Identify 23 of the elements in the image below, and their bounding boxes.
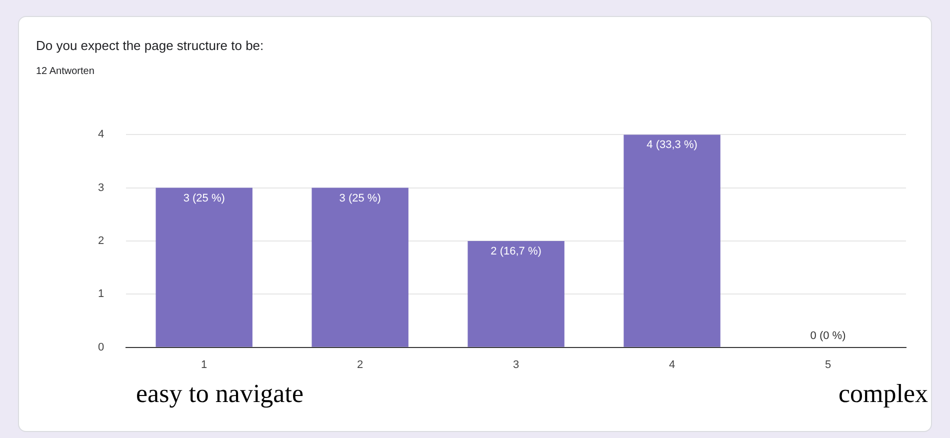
bar — [468, 241, 564, 347]
data-label: 2 (16,7 %) — [490, 246, 542, 258]
text: complex — [838, 379, 928, 409]
data-label: 4 (33,3 %) — [646, 139, 698, 152]
data-label: 3 (25 %) — [339, 192, 381, 204]
y-tick-label: 1 — [98, 288, 104, 300]
y-tick-label: 2 — [98, 235, 104, 248]
data-label: 0 (0 %) — [810, 330, 846, 342]
x-tick-label: 4 — [668, 359, 676, 372]
x-tick-label: 1 — [201, 359, 208, 372]
x-tick-label: 3 — [512, 359, 520, 372]
x-tick-label: 5 — [824, 359, 832, 372]
data-label: 3 (25 %) — [183, 192, 225, 204]
x-tick-label: 2 — [357, 359, 364, 372]
bar — [624, 134, 720, 347]
y-tick-label: 0 — [98, 341, 104, 354]
y-tick-label: 4 — [98, 128, 104, 141]
y-tick-label: 3 — [98, 182, 104, 194]
chart-subtitle: 12 Antworten — [36, 66, 94, 77]
bar — [156, 188, 252, 347]
bar — [312, 188, 408, 347]
chart-title: Do you expect the page structure to be: — [36, 38, 264, 53]
text: easy to navigate — [136, 379, 304, 409]
